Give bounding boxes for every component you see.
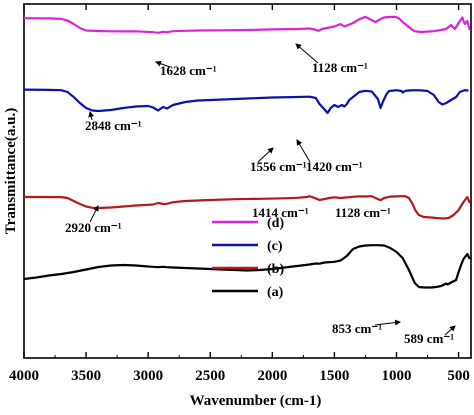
annotation-arrow [89,205,99,223]
annotation-arrow [444,325,456,336]
series-line-d [23,15,471,34]
series-line-a [23,244,471,289]
x-tick-label: 1000 [382,368,412,384]
y-axis-title: Transmittance(a.u.) [3,108,19,234]
series-line-b [24,195,471,220]
annotation-arrow [88,111,95,121]
x-tick-label: 2500 [195,368,225,384]
x-tick-label: 500 [447,368,470,384]
annotation-label: 1128 cm⁻¹ [312,60,368,75]
plot-frame [23,3,472,359]
x-tick-label: 2000 [257,368,287,384]
legend-label: (a) [267,285,284,300]
legend-label: (d) [267,216,284,231]
annotation-label: 1128 cm⁻¹ [335,205,391,220]
x-tick-label: 4000 [9,368,39,384]
annotation-label: 1628 cm⁻¹ [160,63,217,78]
x-tick-label: 1500 [319,368,349,384]
annotation-arrow [296,139,311,163]
annotation-label: 1420 cm⁻¹ [306,159,363,174]
annotation-label: 1414 cm⁻¹ [252,205,309,220]
annotation-label: 853 cm⁻¹ [332,321,382,336]
series-line-c [23,88,469,115]
annotation-arrow [155,60,171,68]
annotation-label: 1556 cm⁻¹ [250,159,307,174]
annotation-label: 2848 cm⁻¹ [85,118,142,133]
legend-label: (b) [267,262,284,277]
x-tick-label: 3000 [133,368,163,384]
x-axis-title: Wavenumber (cm-1) [190,393,322,409]
annotation-label: 589 cm⁻¹ [404,331,454,346]
annotation-arrow [374,319,401,326]
annotation-arrow [295,43,319,64]
annotation-label: 2920 cm⁻¹ [65,220,122,235]
legend-label: (c) [267,239,283,254]
x-tick-label: 3500 [71,368,101,384]
annotation-arrow [257,147,274,163]
